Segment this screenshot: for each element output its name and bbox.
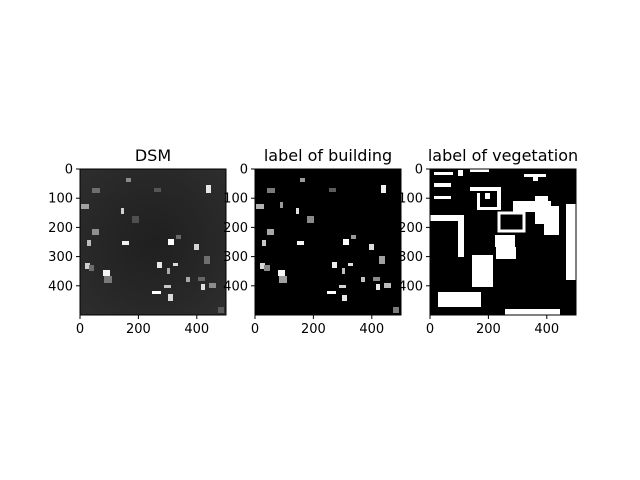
image-vegetation (430, 169, 576, 315)
frame-dsm (79, 168, 227, 316)
y-tick-label: 100 (398, 192, 423, 207)
y-tick-label: 100 (223, 192, 248, 207)
image-building (255, 169, 401, 315)
y-tick-label: 300 (223, 250, 248, 265)
panel-title-dsm: DSM (135, 146, 171, 165)
y-tick-labels-vegetation: 0 100 200 300 400 (398, 163, 423, 295)
y-tick-label: 200 (398, 221, 423, 236)
y-tick-label: 0 (415, 163, 423, 178)
x-tick-label: 200 (301, 322, 326, 337)
y-tick-label: 300 (48, 250, 73, 265)
x-tick-label: 400 (184, 322, 209, 337)
y-tick-labels-dsm: 0 100 200 300 400 (48, 163, 73, 295)
image-dsm (80, 169, 226, 315)
x-tick-label: 0 (426, 322, 434, 337)
x-tick-label: 200 (126, 322, 151, 337)
frame-building (254, 168, 402, 316)
panel-title-building: label of building (264, 146, 392, 165)
y-tick-label: 100 (48, 192, 73, 207)
panel-title-vegetation: label of vegetation (428, 146, 578, 165)
frame-vegetation (429, 168, 577, 316)
x-tick-label: 0 (251, 322, 259, 337)
panel-building: label of building (223, 146, 402, 337)
x-tick-label: 400 (534, 322, 559, 337)
y-tick-label: 200 (48, 221, 73, 236)
y-tick-label: 400 (398, 279, 423, 294)
panel-dsm: DSM (48, 146, 227, 337)
x-tick-labels-vegetation: 0 200 400 (426, 322, 559, 337)
x-tick-label: 400 (359, 322, 384, 337)
y-tick-label: 200 (223, 221, 248, 236)
y-tick-label: 300 (398, 250, 423, 265)
y-tick-label: 400 (48, 279, 73, 294)
x-tick-labels-dsm: 0 200 400 (76, 322, 209, 337)
y-tick-label: 0 (240, 163, 248, 178)
y-tick-labels-building: 0 100 200 300 400 (223, 163, 248, 295)
y-tick-label: 0 (65, 163, 73, 178)
x-tick-labels-building: 0 200 400 (251, 322, 384, 337)
x-tick-label: 0 (76, 322, 84, 337)
panel-vegetation: label of vegetation (398, 146, 578, 337)
x-tick-label: 200 (476, 322, 501, 337)
y-tick-label: 400 (223, 279, 248, 294)
